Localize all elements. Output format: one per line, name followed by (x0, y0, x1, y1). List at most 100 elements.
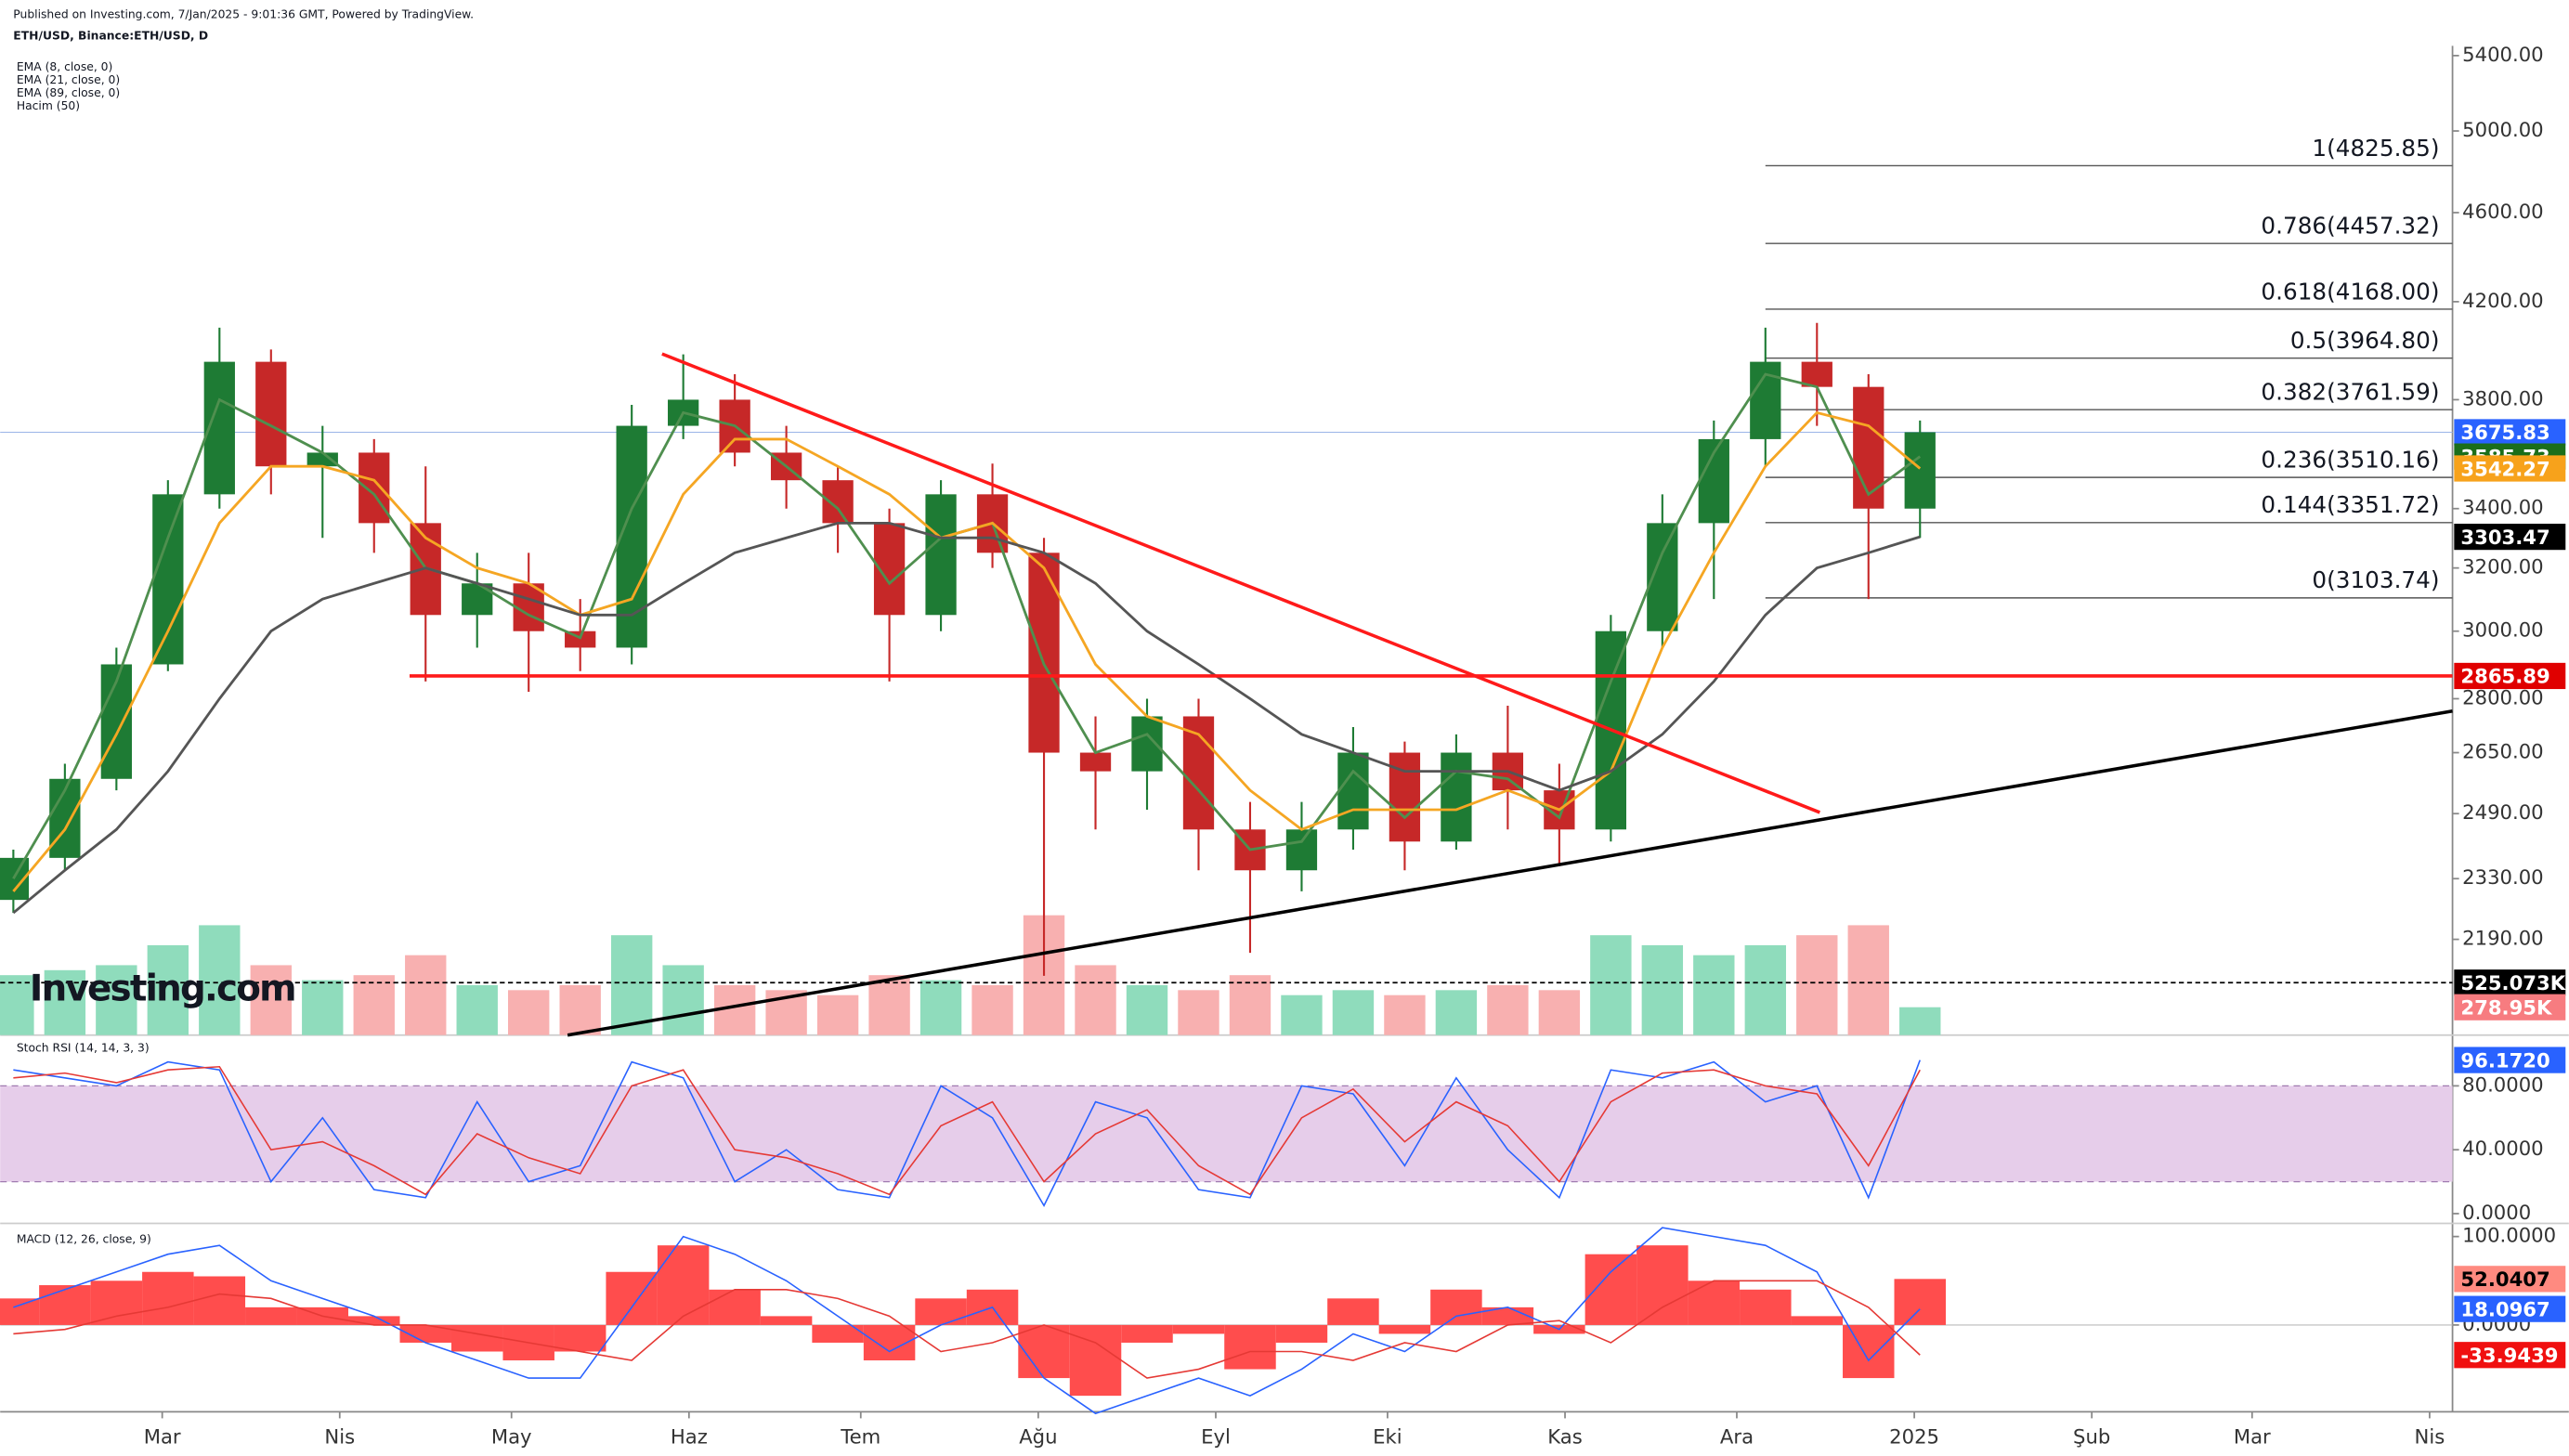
x-tick-label: Mar (2234, 1425, 2271, 1449)
volume-bar (559, 984, 601, 1035)
volume-bar (610, 935, 653, 1035)
published-note: Published on Investing.com, 7/Jan/2025 -… (13, 7, 474, 20)
candle-body (1028, 552, 1060, 753)
y-tick-label: 5400.00 (2462, 43, 2544, 66)
candle-body (1337, 752, 1369, 830)
volume-bar (456, 984, 498, 1035)
volume-bar (1899, 1007, 1941, 1035)
macd-histogram (1791, 1316, 1844, 1325)
macd-histogram (760, 1316, 813, 1325)
macd-histogram (1121, 1324, 1173, 1343)
indicator-label: EMA (21, close, 0) (17, 73, 120, 86)
macd-histogram (142, 1271, 194, 1325)
indicator-line (12, 521, 1921, 915)
x-tick-label: Mar (144, 1425, 181, 1449)
price-tag-label: 3675.83 (2460, 421, 2549, 444)
volume-bar (816, 994, 859, 1035)
plot-layer (0, 322, 2453, 1415)
volume-bar (1744, 944, 1786, 1035)
y-tick-label: 2330.00 (2462, 865, 2544, 889)
volume-bar (147, 944, 189, 1035)
macd-histogram (39, 1285, 91, 1325)
y-tick-label: 2650.00 (2462, 740, 2544, 763)
y-tick-label: 80.0000 (2462, 1072, 2544, 1096)
volume-bar (1796, 935, 1838, 1035)
volume-bar (1487, 984, 1529, 1035)
fib-label: 0.5(3964.80) (2290, 327, 2440, 354)
volume-bar (1847, 925, 1889, 1035)
stoch-tag-label: 96.1720 (2460, 1048, 2549, 1072)
macd-tag (2454, 1266, 2566, 1293)
volume-bar (1229, 975, 1271, 1035)
x-tick-label: Nis (324, 1425, 355, 1449)
candle-body (1079, 752, 1112, 772)
volume-tag (2454, 969, 2566, 996)
candle-body (462, 583, 493, 616)
macd-histogram (915, 1298, 967, 1325)
volume-bar (1435, 990, 1478, 1035)
volume-bar (0, 975, 34, 1035)
trend-line (567, 709, 2453, 1037)
volume-bar (1281, 994, 1323, 1035)
x-tick-label: Şub (2073, 1425, 2110, 1449)
fib-label: 1(4825.85) (2312, 135, 2439, 162)
macd-histogram (1224, 1324, 1276, 1370)
macd-histogram (1327, 1298, 1379, 1325)
volume-bar (44, 969, 86, 1035)
macd-histogram (1688, 1280, 1741, 1325)
y-tick-label: 100.0000 (2462, 1224, 2556, 1247)
volume-bar (1384, 994, 1426, 1035)
macd-histogram (0, 1298, 40, 1325)
macd-histogram (1894, 1279, 1946, 1325)
volume-bar (868, 975, 910, 1035)
indicator-line (13, 1065, 1921, 1196)
volume-tag-label: 278.95K (2460, 995, 2553, 1019)
volume-bar (1641, 944, 1684, 1035)
panel-title: Stoch RSI (14, 14, 3, 3) (17, 1041, 150, 1054)
indicator-line (13, 1280, 1921, 1379)
x-tick-label: Ara (1720, 1425, 1754, 1449)
candle-body (306, 452, 338, 467)
indicator-label: EMA (8, close, 0) (17, 60, 113, 73)
macd-histogram (1378, 1324, 1431, 1334)
volume-bar (919, 980, 962, 1035)
volume-bar (405, 955, 447, 1035)
volume-bar (662, 965, 704, 1035)
fib-label: 0.382(3761.59) (2261, 379, 2439, 406)
volume-bar (508, 990, 550, 1035)
macd-histogram (90, 1280, 143, 1325)
macd-histogram (1430, 1289, 1482, 1325)
volume-bar (972, 984, 1013, 1035)
price-tag-label: 2865.89 (2460, 665, 2549, 688)
x-tick-label: Nis (2415, 1425, 2445, 1449)
macd-histogram (348, 1316, 400, 1325)
macd-tag (2454, 1295, 2566, 1322)
x-tick-label: Kas (1547, 1425, 1583, 1449)
macd-histogram (245, 1306, 297, 1325)
volume-bar (1590, 935, 1632, 1035)
volume-bar (1126, 984, 1168, 1035)
candle-body (925, 494, 957, 616)
fib-label: 0.236(3510.16) (2261, 446, 2439, 473)
macd-histogram (657, 1245, 710, 1325)
x-tick-label: Eki (1373, 1425, 1402, 1449)
macd-histogram (1843, 1324, 1895, 1379)
logo: Investing.com (30, 968, 295, 1010)
volume-bar (199, 925, 241, 1035)
fib-label: 0.786(4457.32) (2261, 213, 2439, 240)
y-tick-label: 2190.00 (2462, 927, 2544, 950)
y-tick-label: 3000.00 (2462, 618, 2544, 642)
macd-histogram (1584, 1254, 1637, 1325)
fib-label: 0.618(4168.00) (2261, 278, 2439, 305)
volume-tag (2454, 994, 2566, 1020)
x-tick-label: May (491, 1425, 532, 1449)
price-tag (2454, 455, 2566, 482)
candle-body (1285, 829, 1318, 871)
price-tag (2454, 523, 2566, 551)
indicator-label: EMA (89, close, 0) (17, 86, 120, 99)
macd-histogram (709, 1289, 761, 1325)
y-tick-label: 2800.00 (2462, 685, 2544, 708)
price-tag-label: 3303.47 (2460, 526, 2549, 549)
